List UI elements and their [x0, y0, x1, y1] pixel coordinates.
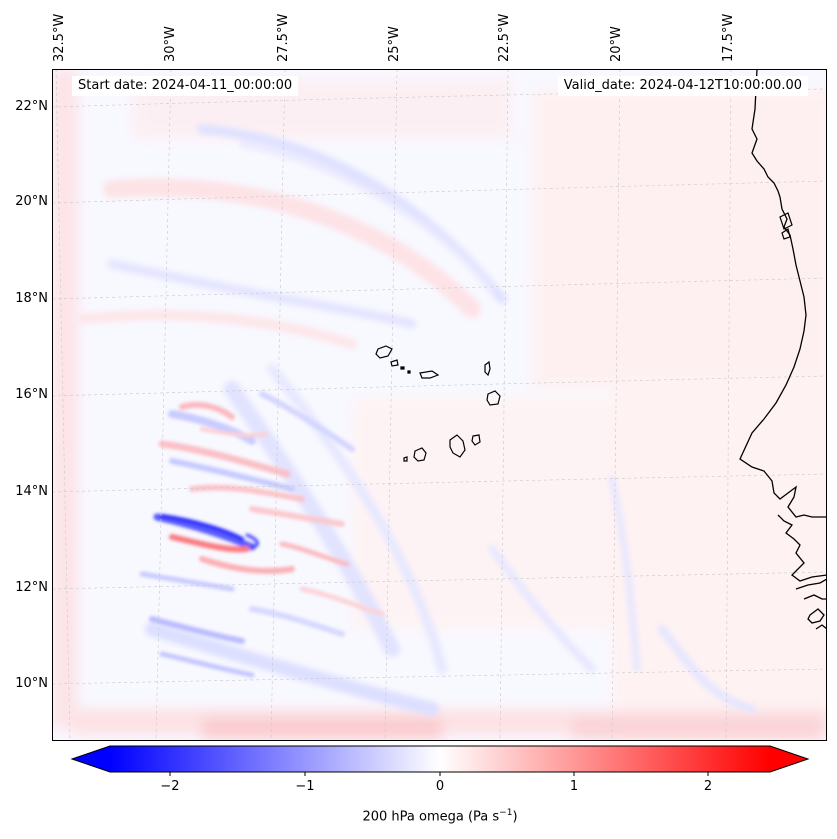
valid-date-label: Valid_date: 2024-04-12T10:00:00.00 [557, 76, 808, 96]
african-coastline [739, 69, 827, 630]
lat-label-20n: 20°N [15, 194, 48, 209]
lon-label-25w: 25°W [387, 26, 402, 62]
gridlines [52, 69, 827, 741]
colorbar-tick-2: 2 [703, 779, 713, 794]
lat-label-22n: 22°N [15, 99, 48, 114]
colorbar-tick-minus-1: −1 [295, 779, 315, 794]
colorbar-label-exponent: −1 [499, 808, 513, 818]
lat-label-10n: 10°N [15, 676, 48, 691]
lat-label-14n: 14°N [15, 484, 48, 499]
colorbar-extend-max [770, 746, 808, 772]
colorbar [70, 745, 810, 776]
lon-label-17-5w: 17.5°W [721, 13, 736, 62]
colorbar-label-text: 200 hPa omega (Pa s [362, 809, 500, 825]
lon-label-20w: 20°W [609, 26, 624, 62]
lat-label-18n: 18°N [15, 291, 48, 306]
lon-label-22-5w: 22.5°W [497, 13, 512, 62]
omega-field-broad [52, 69, 827, 741]
lat-label-12n: 12°N [15, 580, 48, 595]
omega-map [52, 69, 827, 741]
lat-label-16n: 16°N [15, 387, 48, 402]
lon-label-30w: 30°W [163, 26, 178, 62]
cape-verde-islands [375, 345, 501, 462]
omega-field-bands [77, 124, 756, 716]
colorbar-gradient [110, 746, 770, 772]
colorbar-label-close: ) [512, 809, 518, 825]
omega-field-strong [139, 391, 385, 678]
colorbar-label: 200 hPa omega (Pa s−1) [362, 808, 517, 824]
lon-label-27-5w: 27.5°W [276, 13, 291, 62]
start-date-label: Start date: 2024-04-11_00:00:00 [72, 76, 299, 96]
colorbar-tick-1: 1 [569, 779, 579, 794]
colorbar-extend-min [72, 746, 110, 772]
colorbar-tick-0: 0 [435, 779, 445, 794]
lon-label-32-5w: 32.5°W [52, 13, 67, 62]
colorbar-tick-minus-2: −2 [160, 779, 180, 794]
